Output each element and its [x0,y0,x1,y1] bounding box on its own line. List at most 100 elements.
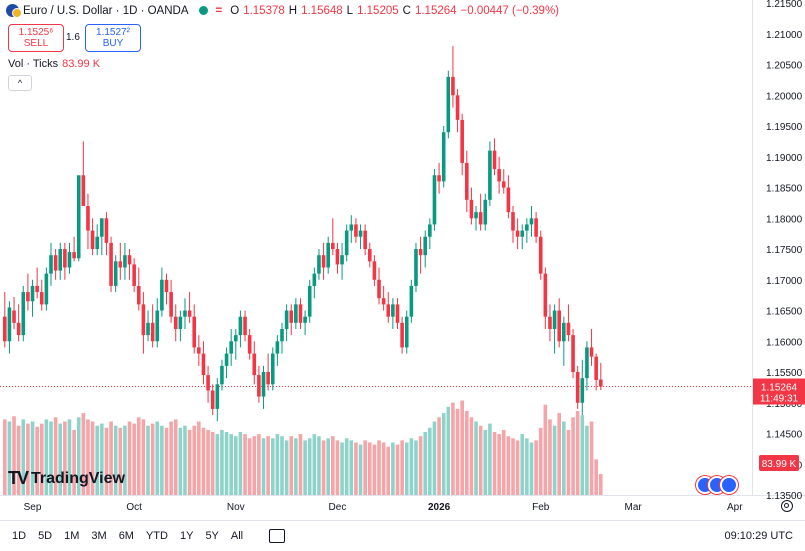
candle-body [243,316,247,336]
volume-bar [400,440,404,495]
timeframe-5y[interactable]: 5Y [205,530,219,542]
y-tick-label: 1.17000 [766,276,803,287]
candle-body [321,255,326,268]
candle-body [183,310,187,317]
y-tick-label: 1.20000 [766,91,803,102]
candle-body [418,249,423,256]
candle-body [381,298,386,305]
volume-bar [100,423,104,495]
y-tick-label: 1.18500 [766,184,803,195]
x-tick-label: 2026 [428,502,451,513]
volume-bar [136,417,141,495]
timeframe-3m[interactable]: 3M [91,530,107,542]
settings-gear-icon[interactable] [781,500,793,512]
candle-body [86,205,90,231]
equals-icon: = [215,4,223,17]
candle-body [386,304,391,317]
timeframe-1d[interactable]: 1D [12,530,27,542]
volume-bar [298,434,303,495]
volume-bar [275,434,280,495]
volume-bar [441,413,446,495]
candle-body [21,292,26,336]
low-label: L [346,4,354,17]
candle-body [515,230,520,237]
candle-body [377,279,381,299]
volume-value: 83.99 K [62,58,101,70]
sell-button[interactable]: 1.1525⁶ SELL [8,24,64,52]
volume-bar [423,432,428,495]
volume-bar [515,440,520,495]
symbol-title[interactable]: Euro / U.S. Dollar · 1D · OANDA [23,4,189,17]
candle-body [562,322,566,342]
volume-bar [266,436,270,495]
volume-bar [391,442,395,495]
clock-readout[interactable]: 09:10:29 UTC [724,530,793,542]
candle-body [552,310,557,329]
calendar-icon[interactable] [269,529,286,543]
candle-body [331,242,335,250]
candle-body [178,316,183,329]
volume-bar [123,425,127,495]
volume-bar [469,417,474,495]
x-tick-label: Feb [532,502,550,513]
candle-body [465,162,469,200]
timeframe-6m[interactable]: 6M [118,530,134,542]
candle-body [585,347,589,379]
event-marker[interactable] [720,476,738,494]
volume-bar [3,419,7,495]
volume-bar [7,421,12,495]
price-chart[interactable]: 1.21500 1.21000 1.20500 1.20000 1.19500 1.190… [0,0,805,520]
collapse-legend-button[interactable]: ^ [8,75,32,91]
candle-body [538,236,543,274]
event-markers-icon[interactable] [696,476,738,494]
volume-bar [183,425,187,495]
buy-button[interactable]: 1.1527² BUY [85,24,141,52]
candle-body [192,316,197,348]
volume-bar [173,419,178,495]
volume-bar [294,438,298,495]
volume-bar [109,421,113,495]
candle-body [548,316,552,329]
candle-body [58,249,63,271]
volume-bar [340,442,344,495]
candle-body [53,255,58,271]
candle-body [100,218,104,237]
candle-body [284,310,289,329]
x-tick-label: Sep [24,502,42,513]
volume-bar [418,436,423,495]
candle-body [372,261,377,280]
timeframe-ytd[interactable]: YTD [145,530,168,542]
timeframe-all[interactable]: All [230,530,244,542]
y-tick-label: 1.13500 [766,491,803,502]
volume-bar [497,434,501,495]
candle-body [16,322,21,336]
volume-bar [192,425,197,495]
timeframe-1m[interactable]: 1M [64,530,80,542]
candle-body [520,230,525,237]
volume-bar [317,436,321,495]
volume-bar [331,436,335,495]
volume-bar [377,440,381,495]
timeframe-5d[interactable]: 5D [38,530,53,542]
volume-bar [229,434,233,495]
x-tick-label: Dec [329,502,347,513]
candle-body [317,255,321,274]
volume-legend[interactable]: Vol · Ticks 83.99 K [8,58,100,70]
candle-body [483,199,488,225]
tradingview-logo[interactable]: TV TradingView [8,468,125,489]
candle-body [428,224,432,237]
volume-bar [95,425,99,495]
y-tick-label: 1.16500 [766,307,803,318]
candle-body [497,169,501,182]
volume-bar [414,440,418,495]
candle-body [575,372,580,403]
candle-body [543,273,548,317]
candle-body [367,249,372,262]
volume-bar [307,438,312,495]
volume-bar [303,440,307,495]
candle-body [123,255,127,268]
candle-body [72,252,76,259]
timeframe-1y[interactable]: 1Y [179,530,194,542]
volume-bar [210,432,215,495]
volume-bar [113,425,118,495]
